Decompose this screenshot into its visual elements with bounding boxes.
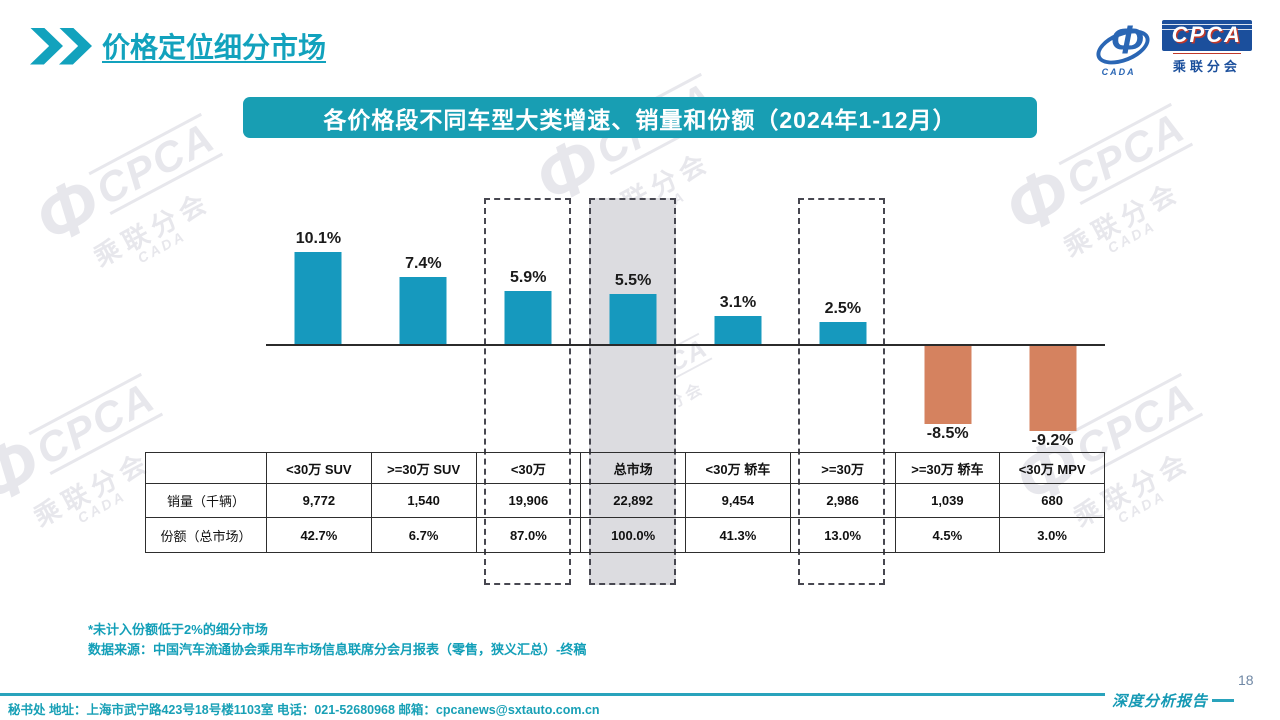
table-value-cell: 87.0% (476, 518, 582, 553)
bar-value-label: 2.5% (824, 300, 862, 317)
x-axis-line (266, 344, 1105, 346)
bar-slot-0: 10.1% (266, 198, 371, 452)
data-table: <30万 SUV >=30万 SUV <30万 总市场 <30万 轿车 >=30万 >=30… (145, 452, 1105, 553)
table-header-cell: 总市场 (581, 453, 686, 484)
table-value-cell: 9,454 (686, 484, 791, 518)
table-value-cell: 100.0% (581, 518, 686, 553)
highlight-box->=30万 (798, 198, 886, 585)
bar-slot-6: -8.5% (895, 198, 1000, 452)
bar->=30万 (819, 322, 867, 345)
bar-slot-3: 5.5% (581, 198, 686, 452)
chart-and-table-panel: 10.1% 7.4% 5.9% 5.5% 3.1% 2.5% -8.5% -9.2% <30万… (145, 198, 1105, 585)
table-value-cell: 42.7% (267, 518, 372, 553)
chevron-right-icon (30, 27, 63, 65)
table-header-cell: <30万 SUV (267, 453, 372, 484)
bar-总市场 (609, 294, 657, 345)
bar-value-label: 7.4% (405, 255, 442, 272)
chart-title: 各价格段不同车型大类增速、销量和份额（2024年1-12月） (323, 106, 957, 133)
bar-<30万 MPV (1029, 345, 1077, 431)
report-type-label: 深度分析报告 (1108, 690, 1213, 711)
table-value-cell: 3.0% (1000, 518, 1105, 553)
highlight-box-总市场 (588, 198, 676, 585)
table-value-cell: 1,540 (371, 484, 477, 518)
bar-<30万 (504, 291, 552, 345)
table-header-cell: >=30万 轿车 (895, 453, 1001, 484)
bar-value-label: 3.1% (719, 294, 757, 311)
logo-phi-glyph: Φ (1110, 17, 1144, 62)
page-title: 价格定位细分市场 (102, 32, 327, 63)
table-value-cell: 2,986 (790, 484, 896, 518)
bar->=30万 轿车 (924, 345, 972, 424)
table-row-label: 销量（千辆） (146, 484, 267, 518)
double-chevron-icon (30, 27, 92, 65)
logo-wordmark: CPCA 乘联分会 (1161, 20, 1252, 75)
footer-divider (0, 693, 1105, 696)
footnote-exclusion: *未计入份额低于2%的细分市场 (88, 622, 268, 637)
bar-slot-2: 5.9% (476, 198, 581, 452)
table-value-cell: 680 (1000, 484, 1105, 518)
logo-cada-text: CADA (1101, 66, 1136, 77)
logo-cpca-box: CPCA (1161, 20, 1252, 51)
table-value-cell: 6.7% (371, 518, 477, 553)
bar-slot-7: -9.2% (1000, 198, 1105, 452)
bar-slot-1: 7.4% (371, 198, 476, 452)
chevron-right-icon (59, 27, 92, 65)
bar->=30万 SUV (399, 277, 447, 345)
table-header-cell: >=30万 SUV (371, 453, 477, 484)
page-number: 18 (1238, 672, 1254, 688)
table-header-cell: <30万 MPV (1000, 453, 1105, 484)
bar-value-label: 10.1% (295, 230, 342, 247)
bar-value-label: -9.2% (1031, 431, 1074, 449)
highlight-box-<30万 (483, 198, 571, 585)
bar-<30万 轿车 (714, 316, 762, 345)
table-value-cell: 41.3% (686, 518, 791, 553)
bar-value-label: 5.9% (509, 269, 547, 286)
table-header-cell: <30万 轿车 (686, 453, 791, 484)
table-value-cell: 22,892 (581, 484, 686, 518)
logo-cpca-text: CPCA (1171, 22, 1242, 47)
table-header-cell: <30万 (476, 453, 582, 484)
bar-slot-5: 2.5% (790, 198, 895, 452)
table-header-cell: >=30万 (790, 453, 896, 484)
bar-value-label: -8.5% (926, 424, 969, 442)
footnotes: *未计入份额低于2%的细分市场 数据来源：中国汽车流通协会乘用车市场信息联席分会… (88, 620, 586, 660)
table-value-cell: 1,039 (895, 484, 1001, 518)
logo-assoc-text: 乘联分会 (1172, 53, 1241, 75)
table-value-cell: 13.0% (790, 518, 896, 553)
bar-<30万 SUV (294, 252, 342, 345)
cpca-logo-mark-icon: Φ CADA (1091, 18, 1156, 77)
table-value-cell: 9,772 (267, 484, 372, 518)
report-label-rule (1196, 699, 1234, 702)
footer-secretariat-text: 秘书处 地址：上海市武宁路423号18号楼1103室 电话：021-526809… (8, 703, 600, 717)
bar-chart-plot-area: 10.1% 7.4% 5.9% 5.5% 3.1% 2.5% -8.5% -9.2% (145, 198, 1105, 452)
table-value-cell: 4.5% (895, 518, 1001, 553)
footnote-data-source: 数据来源：中国汽车流通协会乘用车市场信息联席分会月报表（零售，狭义汇总）-终稿 (88, 642, 587, 658)
bar-value-label: 5.5% (614, 272, 652, 289)
table-value-cell: 19,906 (476, 484, 582, 518)
bar-slot-4: 3.1% (686, 198, 791, 452)
bar-chart: 10.1% 7.4% 5.9% 5.5% 3.1% 2.5% -8.5% -9.2% (145, 198, 1105, 452)
header: 价格定位细分市场 (30, 26, 326, 66)
cpca-logo: Φ CADA CPCA 乘联分会 (1091, 18, 1252, 77)
table-row-label: 份额（总市场） (146, 518, 267, 553)
table-corner-cell (146, 453, 267, 484)
chart-title-banner: 各价格段不同车型大类增速、销量和份额（2024年1-12月） (243, 97, 1037, 138)
chart-label-col-spacer (145, 198, 266, 452)
